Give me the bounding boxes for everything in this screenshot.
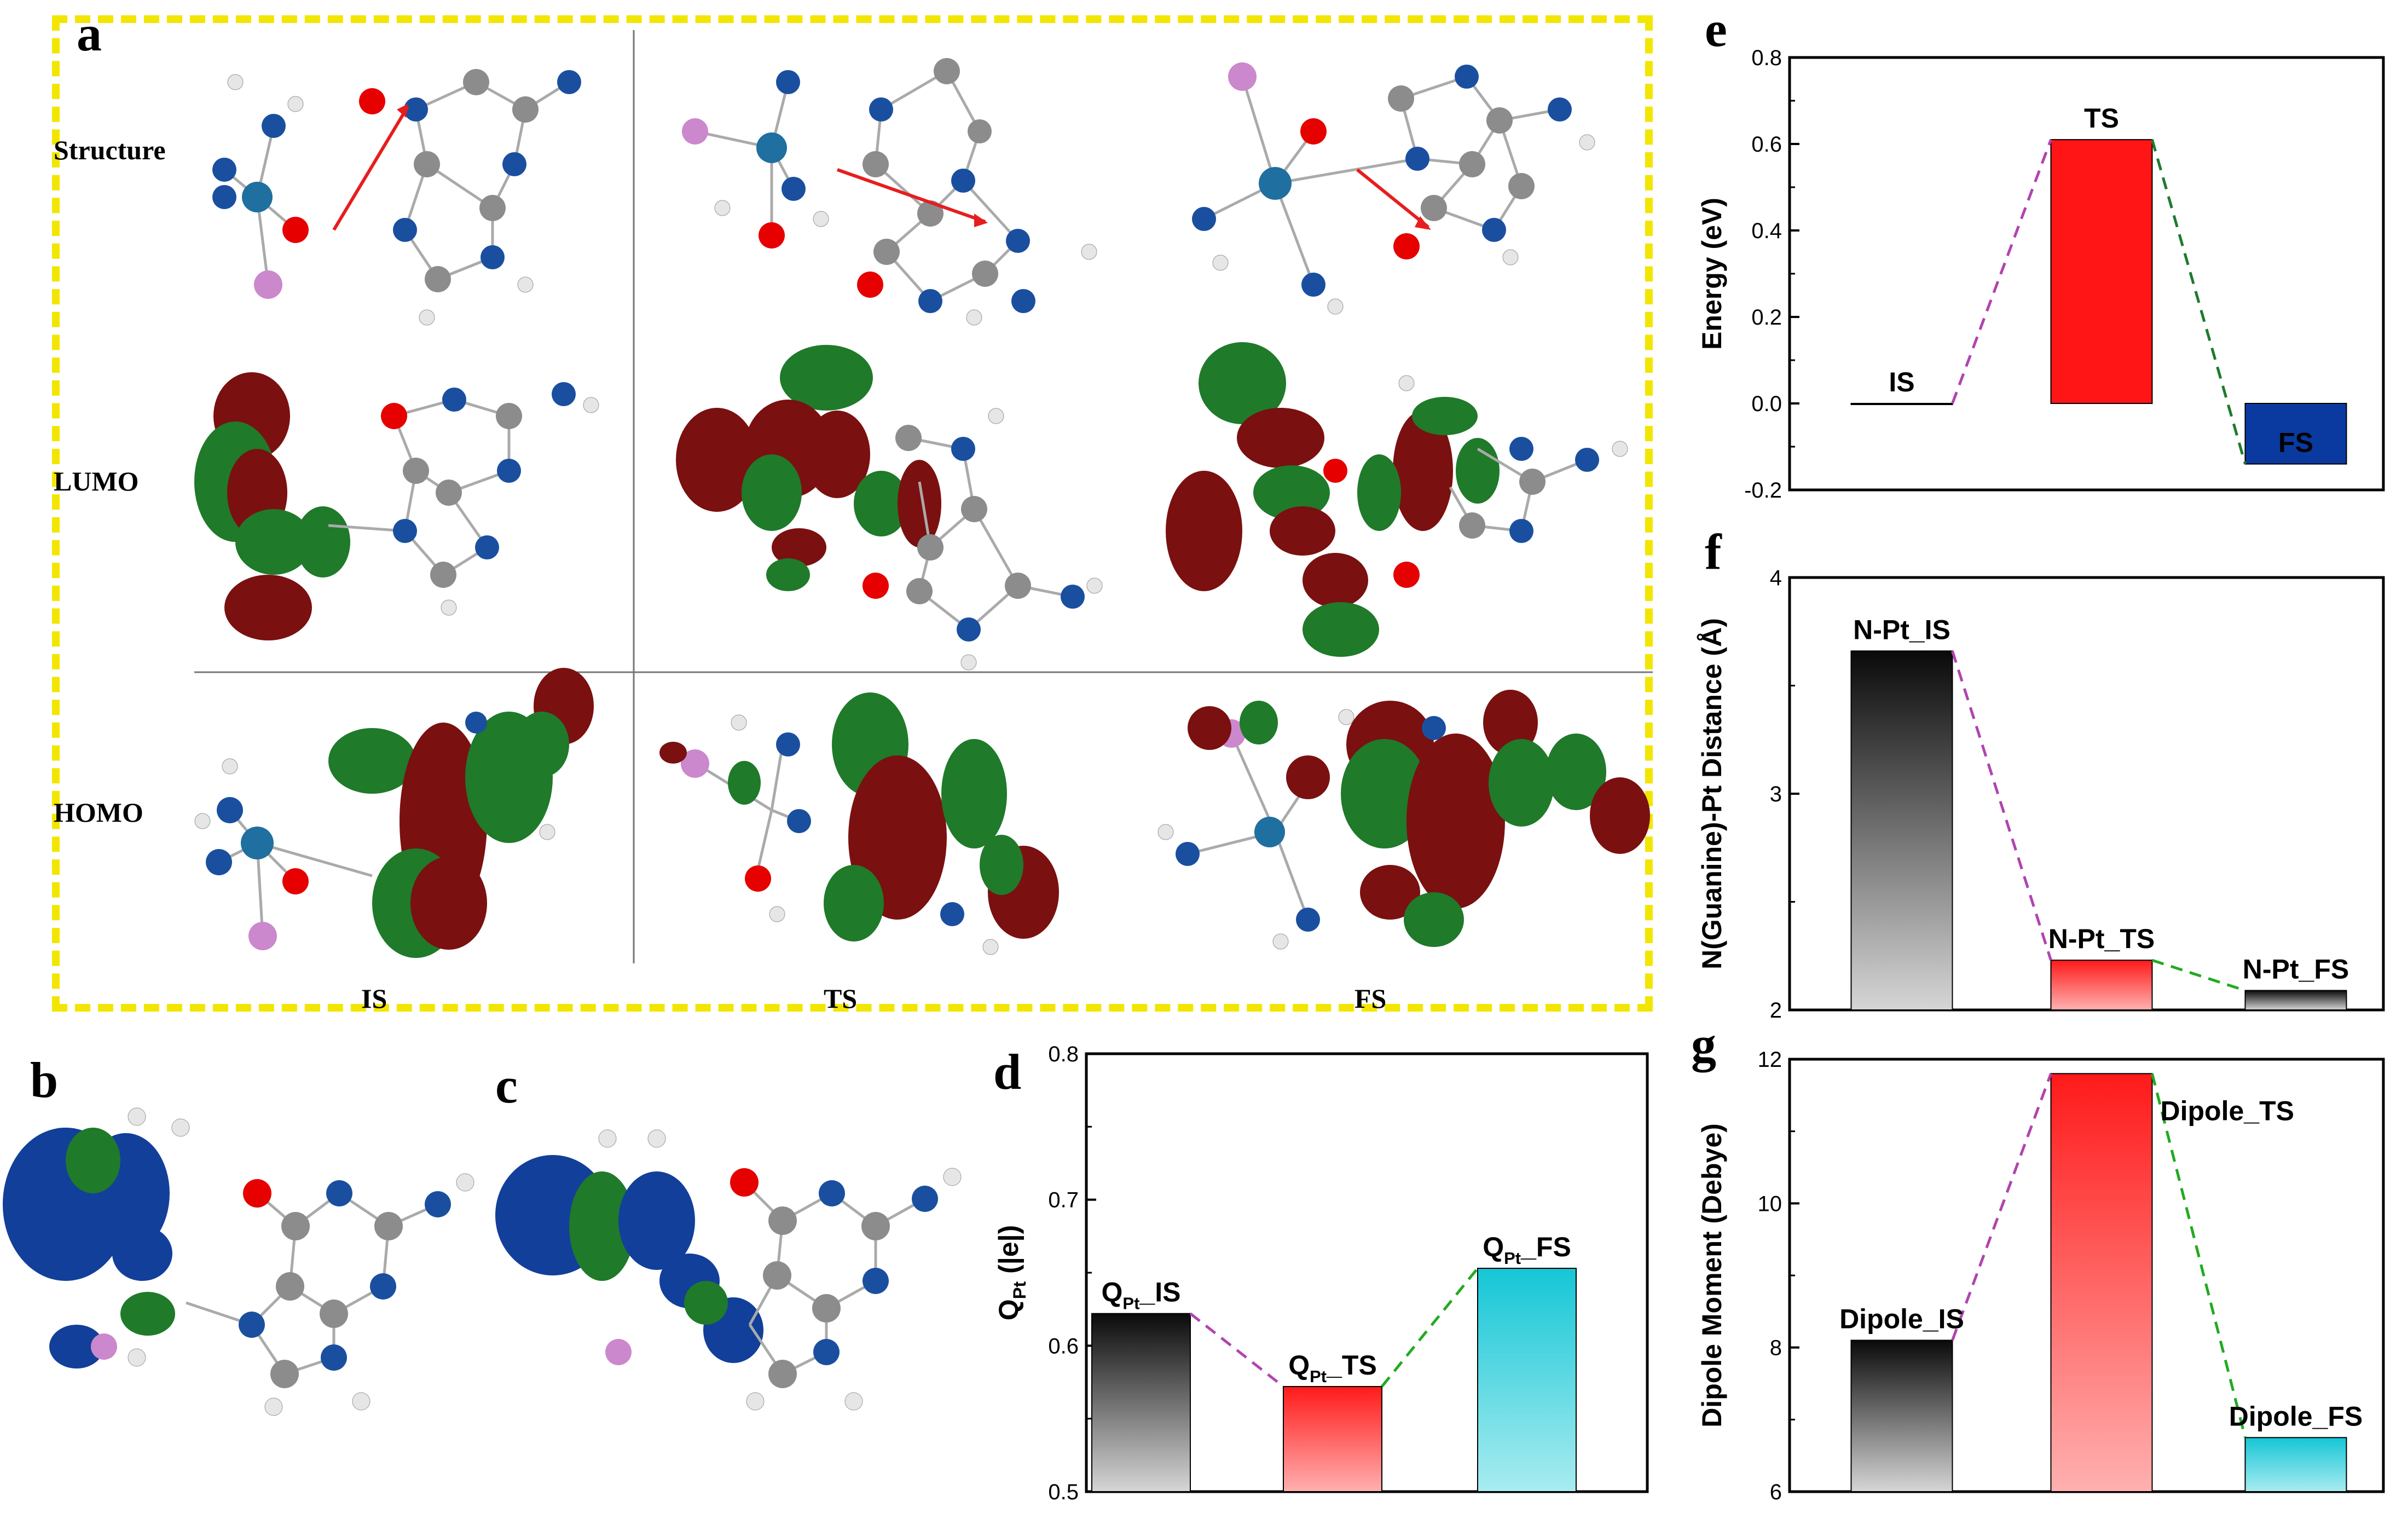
row-label-homo: HOMO bbox=[54, 797, 143, 828]
chart-d-ytick-label: 0.8 bbox=[1048, 1042, 1079, 1066]
chart-f-bar-label-3: N-Pt_FS bbox=[2243, 954, 2349, 984]
chart-e-ytick-label: 0.8 bbox=[1751, 46, 1782, 70]
chart-g-connector-1 bbox=[1951, 1073, 2052, 1341]
lumo-fs-guanine bbox=[1323, 375, 1628, 588]
chart-d-bar-3 bbox=[1477, 1268, 1577, 1492]
chart-e-connector-1 bbox=[1951, 139, 2052, 404]
chart-g-connector-2 bbox=[2151, 1073, 2247, 1438]
chart-g-bar-1 bbox=[1850, 1339, 1953, 1492]
chart-d-bar-label-1: QPt_IS bbox=[1102, 1277, 1181, 1313]
chart-d-bar-label-2: QPt_TS bbox=[1288, 1350, 1377, 1386]
chart-g-bar-2 bbox=[2050, 1073, 2153, 1493]
chart-e-bar-2 bbox=[2050, 139, 2153, 404]
chart-e-ytick-label: -0.2 bbox=[1744, 478, 1782, 503]
chart-f-connector-2 bbox=[2151, 958, 2246, 992]
homo-fs-orbital bbox=[1188, 690, 1650, 947]
chart-g-ytick-label: 10 bbox=[1758, 1192, 1782, 1216]
chart-f-ytick-label: 2 bbox=[1770, 998, 1782, 1023]
chart-f-ytick-label: 3 bbox=[1770, 782, 1782, 806]
chart-f-bar-label-2: N-Pt_TS bbox=[2048, 923, 2155, 954]
chart-e-panel-label: e bbox=[1705, 1, 1727, 57]
chart-d-bar-2 bbox=[1283, 1386, 1382, 1492]
row-label-lumo: LUMO bbox=[54, 466, 139, 496]
chart-f-bar-1 bbox=[1850, 650, 1953, 1011]
chart-g-ylabel: Dipole Moment (Debye) bbox=[1697, 1123, 1727, 1428]
chart-g-bar-label-1: Dipole_IS bbox=[1839, 1304, 1964, 1335]
lumo-is-orbital bbox=[194, 372, 350, 640]
chart-e-bar-label-2: TS bbox=[2084, 103, 2119, 134]
lumo-is-guanine bbox=[328, 382, 599, 616]
lumo-ts-guanine bbox=[863, 408, 1103, 671]
structure-ts-molecule bbox=[682, 58, 1097, 326]
panel-a-frame bbox=[52, 15, 1653, 1012]
chart-g-bar-label-3: Dipole_FS bbox=[2229, 1401, 2363, 1431]
chart-g-bar-label-2: Dipole_TS bbox=[2161, 1095, 2294, 1126]
panel-c-guanine bbox=[730, 1168, 962, 1411]
chart-f-bar-3 bbox=[2244, 990, 2347, 1010]
panel-b-label: b bbox=[30, 1052, 59, 1108]
chart-e-bar-3 bbox=[2244, 403, 2347, 465]
chart-d-bar-label-3: QPt_FS bbox=[1483, 1232, 1571, 1268]
chart-f-bar-2 bbox=[2050, 960, 2153, 1011]
chart-d-ytick-label: 0.5 bbox=[1048, 1480, 1079, 1504]
panel-c-orbital bbox=[495, 1129, 763, 1365]
chart-g-ytick-label: 12 bbox=[1758, 1048, 1782, 1072]
chart-e-ytick-label: 0.4 bbox=[1751, 219, 1782, 243]
chart-d-connector-2 bbox=[1381, 1267, 1479, 1388]
chart-e-connector-2 bbox=[2151, 139, 2247, 465]
homo-ts-orbital bbox=[659, 692, 1059, 955]
chart-d-ytick-label: 0.6 bbox=[1048, 1334, 1079, 1358]
col-label-ts: TS bbox=[824, 983, 858, 1014]
homo-is-orbital bbox=[328, 668, 594, 958]
panel-c-label: c bbox=[495, 1058, 518, 1113]
chart-g-bar-3 bbox=[2244, 1437, 2347, 1492]
panel-b-orbital bbox=[3, 1107, 190, 1368]
col-label-fs: FS bbox=[1354, 983, 1387, 1014]
chart-g-panel-label: g bbox=[1691, 1017, 1716, 1072]
homo-is-structure bbox=[194, 758, 373, 950]
lumo-fs-orbital bbox=[1166, 342, 1500, 657]
chart-e-bar-label-3: FS bbox=[2278, 428, 2313, 458]
chart-e-ytick-label: 0.0 bbox=[1751, 392, 1782, 416]
chart-d-ylabel: QPt (|e|) bbox=[993, 1225, 1029, 1320]
homo-ts-structure bbox=[681, 714, 811, 922]
chart-g-ytick-label: 6 bbox=[1770, 1480, 1782, 1504]
chart-d-panel-label: d bbox=[993, 1044, 1022, 1100]
chart-f-ytick-label: 4 bbox=[1770, 566, 1782, 590]
chart-f-ylabel: N(Guanine)-Pt Distance (Å) bbox=[1697, 618, 1727, 969]
row-label-structure: Structure bbox=[54, 135, 166, 165]
chart-e-ylabel: Energy (eV) bbox=[1697, 198, 1727, 350]
structure-is-molecule bbox=[212, 69, 581, 326]
panel-a-label: a bbox=[77, 5, 102, 61]
chart-d-ytick-label: 0.7 bbox=[1048, 1188, 1079, 1212]
chart-f-bar-label-1: N-Pt_IS bbox=[1853, 614, 1950, 645]
chart-e-ytick-label: 0.2 bbox=[1751, 305, 1782, 330]
chart-f-connector-1 bbox=[1951, 650, 2052, 961]
chart-d-bar-1 bbox=[1091, 1313, 1191, 1493]
structure-fs-molecule bbox=[1192, 62, 1595, 315]
chart-d-connector-1 bbox=[1189, 1312, 1284, 1388]
chart-g-ytick-label: 8 bbox=[1770, 1336, 1782, 1360]
panel-b-guanine bbox=[186, 1173, 474, 1416]
chart-e-ytick-label: 0.6 bbox=[1751, 132, 1782, 157]
chart-f-panel-label: f bbox=[1705, 524, 1722, 580]
chart-e-bar-1 bbox=[1850, 403, 1953, 405]
lumo-ts-orbital bbox=[676, 345, 941, 591]
chart-e-bar-label-1: IS bbox=[1889, 367, 1914, 397]
col-label-is: IS bbox=[361, 983, 387, 1014]
